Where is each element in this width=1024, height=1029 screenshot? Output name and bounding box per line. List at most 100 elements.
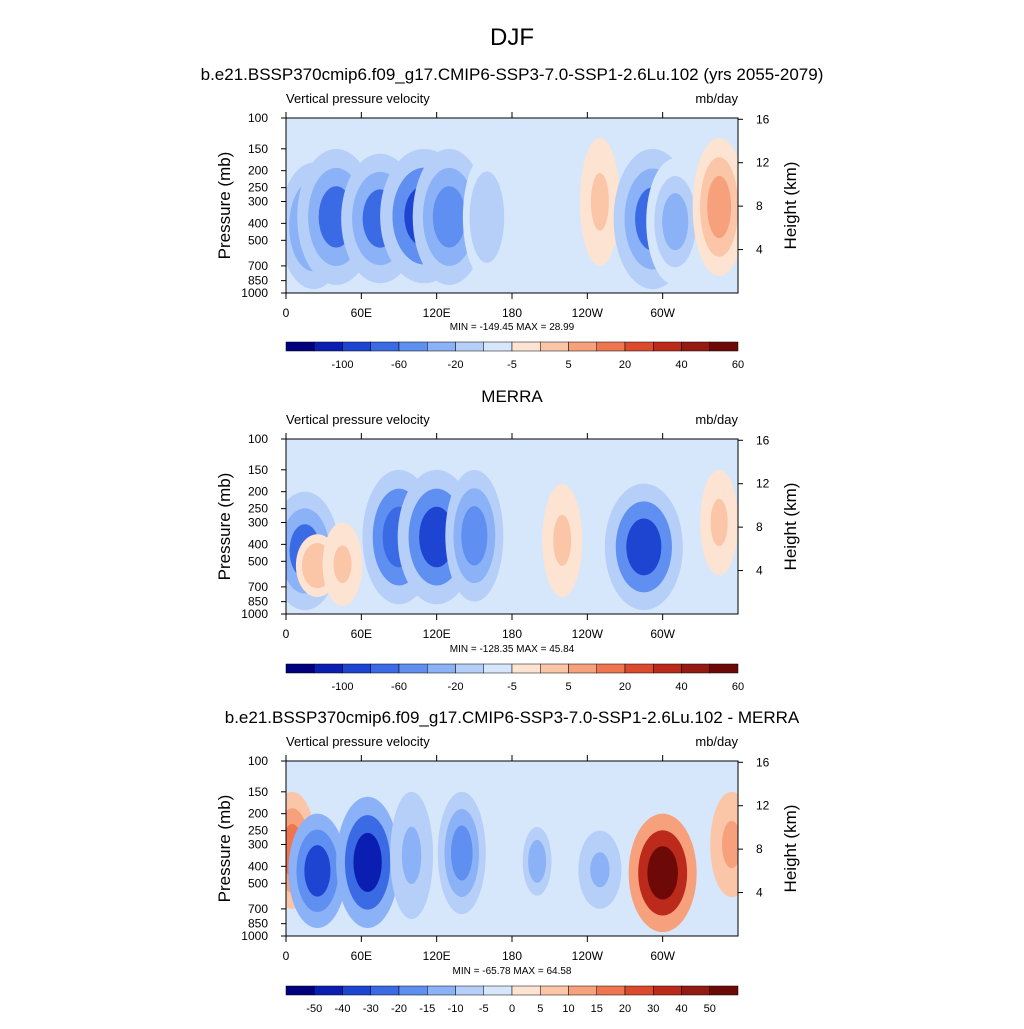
y-tick-label: 250: [248, 181, 268, 195]
colorbar-swatch: [653, 985, 682, 996]
colorbar-swatch: [427, 985, 456, 996]
colorbar-swatch: [342, 663, 371, 674]
y2-tick-label: 16: [756, 755, 770, 769]
y-tick-label: 200: [248, 485, 268, 499]
y-tick-label: 100: [248, 111, 268, 125]
field-feature-6-level-3: [476, 188, 498, 246]
colorbar-label: -15: [419, 1003, 435, 1015]
x-tick-label: 120E: [423, 627, 451, 641]
colorbar-swatch: [427, 663, 456, 674]
colorbar-swatch: [511, 663, 541, 674]
y2-tick-label: 16: [756, 433, 770, 447]
y-axis-label: Pressure (mb): [215, 795, 234, 903]
field-feature-7-level-3: [553, 514, 572, 566]
colorbar-label: -40: [335, 1003, 351, 1015]
y2-tick-label: 12: [756, 799, 770, 813]
colorbar-label: 40: [675, 681, 687, 693]
colorbar-swatch: [483, 985, 513, 996]
panel-title: b.e21.BSSP370cmip6.f09_g17.CMIP6-SSP3-7.…: [225, 708, 800, 727]
y-tick-label: 850: [248, 917, 268, 931]
colorbar-swatch: [398, 663, 428, 674]
y-tick-label: 400: [248, 859, 268, 873]
colorbar-label: -5: [479, 1003, 489, 1015]
colorbar-swatch: [624, 341, 654, 352]
field-features: [286, 469, 738, 611]
field-feature-4-level-3: [401, 826, 422, 885]
x-tick-label: 120W: [572, 949, 604, 963]
y2-tick-label: 16: [756, 112, 770, 126]
panel-units: mb/day: [695, 412, 738, 427]
y-tick-label: 850: [248, 595, 268, 609]
y-tick-label: 700: [248, 259, 268, 273]
field-feature-5-level-3: [432, 186, 466, 248]
x-tick-label: 180: [502, 306, 522, 320]
y-tick-label: 100: [248, 432, 268, 446]
colorbar-swatch: [568, 663, 597, 674]
colorbar-swatch: [709, 663, 739, 674]
x-tick-label: 0: [283, 306, 290, 320]
y-tick-label: 300: [248, 194, 268, 208]
field-feature-6-level-3: [528, 839, 547, 883]
y-tick-label: 850: [248, 274, 268, 288]
colorbar-swatch: [370, 341, 400, 352]
chart-panel-3: b.e21.BSSP370cmip6.f09_g17.CMIP6-SSP3-7.…: [215, 708, 800, 1015]
y2-tick-label: 12: [756, 156, 770, 170]
y2-tick-label: 8: [756, 842, 763, 856]
colorbar-swatch: [596, 985, 626, 996]
colorbar-label: -20: [448, 681, 464, 693]
colorbar-label: 15: [591, 1003, 603, 1015]
field-feature-9-level-3: [710, 498, 728, 547]
y-tick-label: 300: [248, 837, 268, 851]
y-tick-label: 200: [248, 164, 268, 178]
y2-axis-label: Height (km): [781, 805, 800, 893]
x-tick-label: 60E: [351, 306, 372, 320]
colorbar-label: 60: [732, 681, 744, 693]
y-tick-label: 500: [248, 233, 268, 247]
colorbar-swatch: [483, 663, 513, 674]
x-tick-label: 120E: [423, 306, 451, 320]
y-tick-label: 400: [248, 537, 268, 551]
field-feature-2-level-3: [304, 845, 331, 897]
field-feature-10-level-3: [707, 175, 732, 239]
y-tick-label: 500: [248, 876, 268, 890]
colorbar-swatch: [511, 985, 541, 996]
y2-tick-label: 4: [756, 564, 763, 578]
colorbar-label: 10: [562, 1003, 574, 1015]
colorbar-label: -10: [448, 1003, 464, 1015]
field-feature-5-level-3: [450, 825, 473, 881]
y-axis-label: Pressure (mb): [215, 152, 234, 260]
colorbar-swatch: [624, 985, 654, 996]
field-feature-2-level-3: [307, 551, 328, 580]
colorbar-swatch: [568, 341, 597, 352]
stats-text: MIN = -128.35 MAX = 45.84: [450, 644, 575, 655]
field-feature-7-level-3: [590, 173, 609, 231]
panel-units: mb/day: [695, 91, 738, 106]
colorbar-label: -20: [448, 359, 464, 371]
x-tick-label: 60W: [650, 627, 675, 641]
y-tick-label: 100: [248, 754, 268, 768]
field-feature-8-level-3: [626, 518, 662, 576]
colorbar-label: 0: [509, 1003, 515, 1015]
y2-axis-label: Height (km): [781, 483, 800, 571]
colorbar-swatch: [596, 663, 626, 674]
y-tick-label: 250: [248, 824, 268, 838]
main-title: DJF: [490, 24, 534, 51]
colorbar-swatch: [540, 341, 569, 352]
colorbar-label: 20: [619, 1003, 631, 1015]
panel-left-string: Vertical pressure velocity: [286, 412, 430, 427]
x-tick-label: 60W: [650, 306, 675, 320]
y2-tick-label: 12: [756, 477, 770, 491]
y2-tick-label: 8: [756, 520, 763, 534]
colorbar-swatch: [285, 663, 315, 674]
colorbar-swatch: [455, 341, 484, 352]
y-tick-label: 700: [248, 580, 268, 594]
y-tick-label: 1000: [241, 607, 268, 621]
colorbar-swatch: [285, 985, 315, 996]
colorbar-label: 5: [537, 1003, 543, 1015]
x-tick-label: 180: [502, 627, 522, 641]
colorbar-label: 50: [704, 1003, 716, 1015]
field-feature-8-level-3: [647, 846, 678, 900]
colorbar-swatch: [314, 985, 343, 996]
field-feature-3-level-3: [333, 545, 352, 584]
